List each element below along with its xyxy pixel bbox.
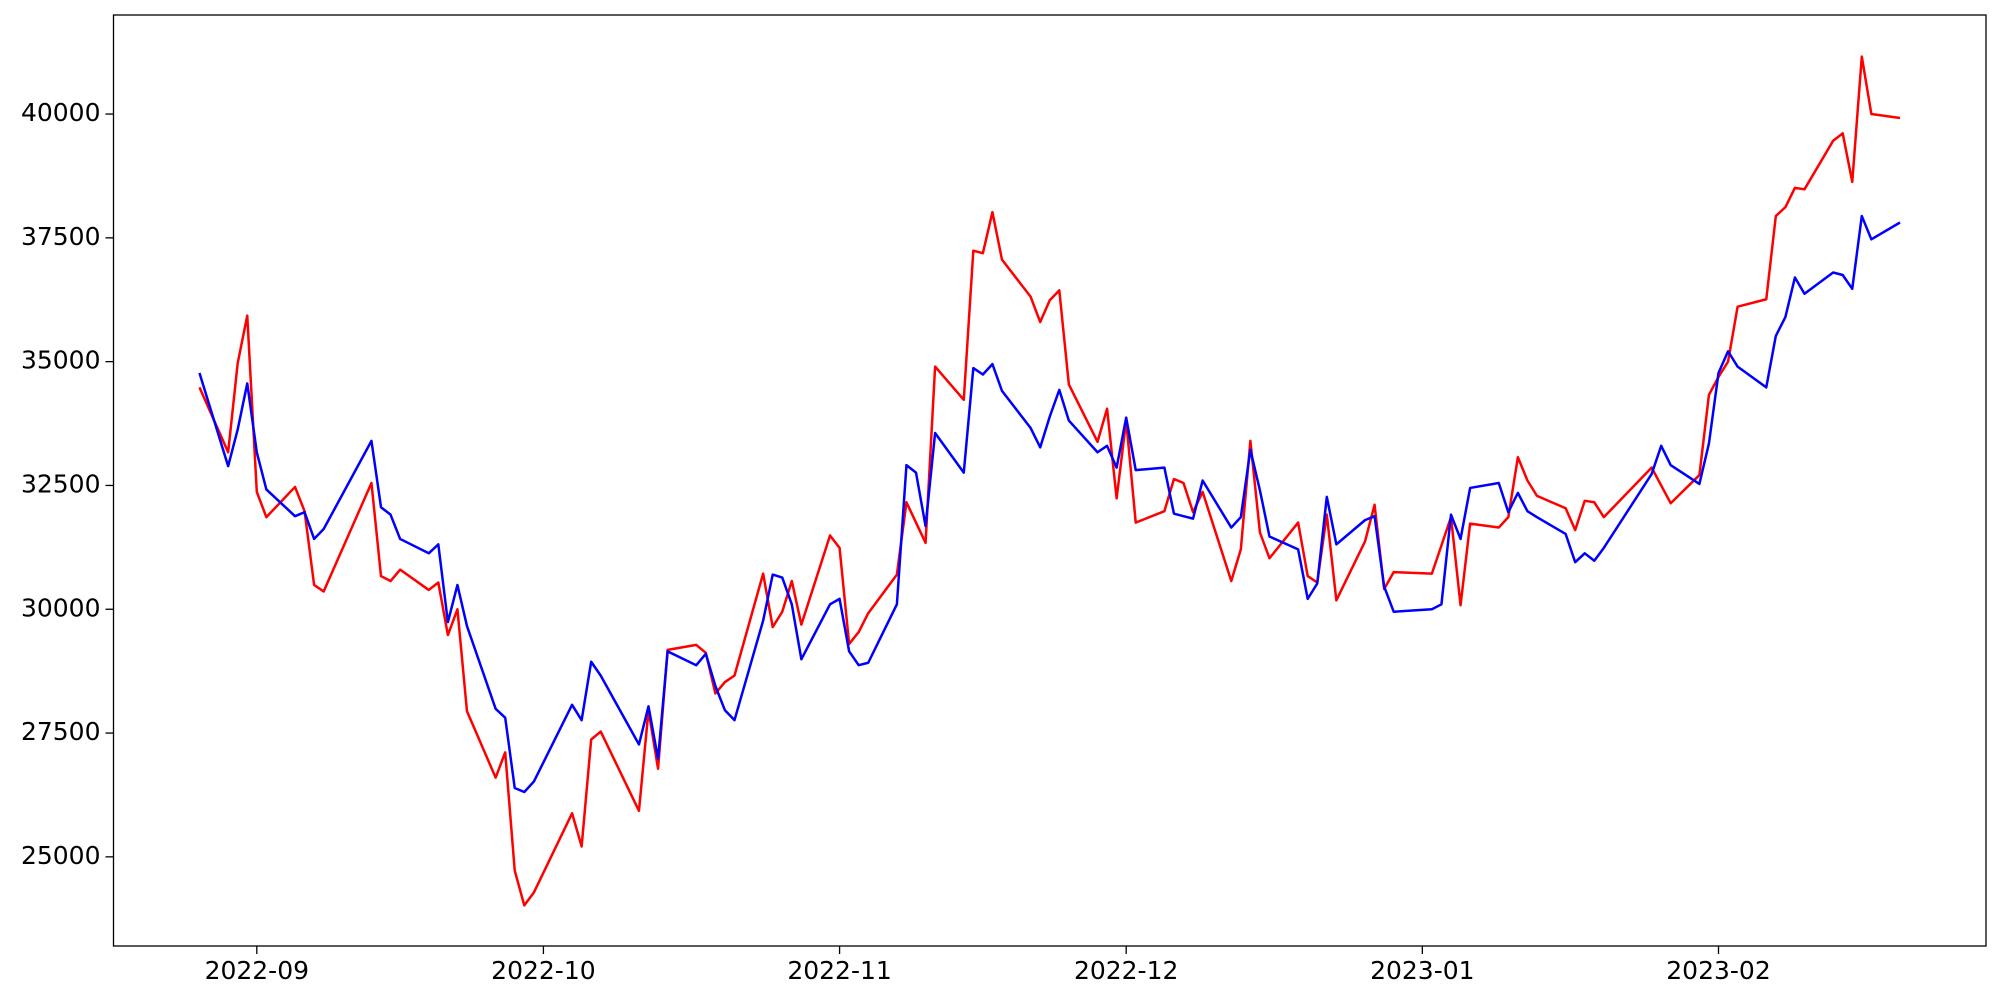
line-series (198, 214, 1901, 794)
line-series (198, 55, 1901, 907)
x-tick-label: 2022-11 (787, 956, 891, 985)
y-tick-label: 27500 (21, 717, 101, 746)
plot-frame (112, 14, 1987, 947)
x-tick-label: 2022-12 (1074, 956, 1178, 985)
y-tick-label: 30000 (21, 593, 101, 622)
y-tick-label: 35000 (21, 346, 101, 375)
x-tick-label: 2023-01 (1370, 956, 1474, 985)
y-tick-label: 32500 (21, 469, 101, 498)
x-tick-label: 2023-02 (1666, 956, 1770, 985)
x-tick-label: 2022-09 (205, 956, 309, 985)
y-tick-label: 37500 (21, 222, 101, 251)
y-tick-label: 25000 (21, 841, 101, 870)
y-tick-label: 40000 (21, 98, 101, 127)
x-tick-label: 2022-10 (491, 956, 595, 985)
